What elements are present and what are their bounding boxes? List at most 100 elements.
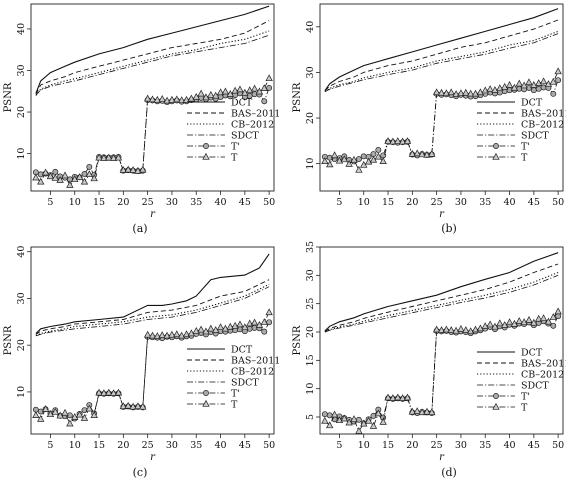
data-point-triangle [51, 407, 59, 415]
legend-label: CB–2012 [521, 119, 564, 130]
legend-label: T [231, 152, 238, 163]
series-line [324, 271, 559, 333]
panel-caption: (d) [441, 466, 457, 479]
y-axis-label: PSNR [3, 82, 14, 112]
data-point-triangle [32, 411, 40, 418]
panel-caption: (b) [441, 222, 457, 235]
data-point-triangle [554, 67, 562, 75]
data-point-triangle [374, 409, 383, 417]
data-point-triangle [389, 137, 397, 145]
legend-label: T' [521, 141, 530, 152]
x-tick-label: 20 [406, 440, 418, 451]
data-point-triangle [216, 323, 225, 331]
legend-label: T [521, 152, 528, 163]
legend-marker-circle [203, 143, 209, 149]
data-point-triangle [236, 320, 244, 328]
data-point-triangle [202, 93, 210, 101]
data-point-triangle [41, 405, 50, 412]
data-point-triangle [462, 326, 470, 333]
data-point-triangle [437, 326, 446, 333]
data-point-circle [375, 147, 382, 153]
legend-label: SDCT [231, 130, 259, 141]
data-point-triangle [71, 175, 79, 183]
y-tick-label: 25 [305, 298, 316, 310]
data-point-triangle [114, 153, 123, 161]
x-tick-label: 20 [406, 197, 418, 208]
legend-label: SDCT [231, 377, 259, 388]
data-point-circle [217, 94, 224, 101]
legend-marker-circle [493, 143, 499, 149]
data-point-circle [261, 328, 268, 335]
data-point-triangle [75, 173, 84, 180]
data-point-triangle [143, 94, 152, 102]
data-point-triangle [119, 402, 128, 410]
data-point-triangle [408, 407, 417, 415]
data-point-triangle [535, 314, 543, 322]
data-point-triangle [163, 96, 171, 104]
data-point-triangle [80, 413, 89, 421]
x-tick-label: 15 [382, 197, 394, 208]
data-point-triangle [326, 160, 334, 168]
data-point-triangle [134, 402, 142, 410]
data-point-triangle [423, 150, 431, 158]
data-point-circle [261, 98, 268, 105]
data-point-triangle [413, 149, 421, 157]
data-point-triangle [177, 96, 186, 104]
data-point-triangle [41, 168, 50, 176]
x-tick-label: 45 [528, 440, 540, 451]
data-point-triangle [418, 408, 426, 416]
data-point-triangle [46, 410, 55, 418]
legend-label: BAS–2011 [521, 358, 566, 369]
data-point-triangle [80, 177, 89, 185]
data-point-triangle [539, 77, 548, 85]
data-point-triangle [46, 172, 55, 180]
x-tick-label: 50 [263, 440, 275, 451]
data-point-triangle [476, 324, 485, 332]
data-point-triangle [182, 330, 191, 338]
data-point-triangle [143, 330, 152, 338]
data-point-triangle [423, 407, 431, 415]
data-point-triangle [428, 408, 436, 416]
y-tick-label: 30 [16, 292, 27, 304]
x-tick-label: 5 [47, 197, 53, 208]
data-point-triangle [544, 317, 553, 325]
y-tick-label: 30 [16, 64, 27, 76]
y-axis-label: PSNR [3, 325, 14, 355]
data-point-triangle [418, 150, 426, 158]
x-tick-label: 45 [239, 440, 251, 451]
data-point-triangle [364, 416, 373, 424]
data-point-triangle [105, 388, 113, 396]
data-point-triangle [437, 88, 446, 96]
y-axis-label: PSNR [292, 82, 303, 112]
data-point-triangle [119, 166, 128, 173]
data-point-triangle [549, 77, 557, 85]
data-point-circle [321, 411, 328, 418]
data-point-triangle [535, 79, 543, 87]
data-point-triangle [61, 408, 69, 416]
data-point-triangle [364, 157, 373, 165]
data-point-triangle [114, 388, 123, 396]
data-point-triangle [491, 322, 499, 330]
data-point-triangle [124, 401, 132, 409]
plot-frame [319, 246, 564, 435]
chart-panel: 5 10 15 20 25 30 35 40 45 50 10 20 30 40 r PSNR (a) DCTBA… [3, 3, 280, 235]
series-line [35, 279, 270, 335]
panel-caption: (a) [132, 222, 147, 235]
data-point-triangle [158, 331, 166, 339]
x-tick-label: 25 [431, 440, 443, 451]
data-point-triangle [265, 74, 273, 82]
x-axis-label: r [439, 452, 445, 463]
data-point-triangle [374, 152, 383, 160]
data-point-triangle [109, 154, 118, 161]
data-point-triangle [530, 81, 538, 88]
data-point-triangle [168, 95, 176, 103]
data-point-triangle [530, 318, 538, 326]
data-point-triangle [505, 81, 514, 88]
data-point-triangle [187, 329, 196, 337]
data-point-circle [81, 171, 88, 177]
data-point-triangle [56, 176, 64, 183]
chart-panel: 5 10 15 20 25 30 35 40 45 50 10 20 30 40 r PSNR (c) DCTBA… [3, 246, 280, 479]
data-point-triangle [173, 95, 181, 103]
data-point-triangle [379, 417, 387, 425]
